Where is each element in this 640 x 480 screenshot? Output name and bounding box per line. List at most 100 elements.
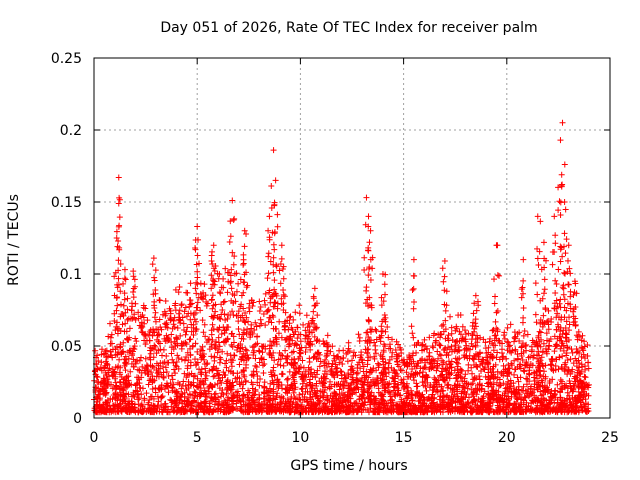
data-point bbox=[248, 379, 255, 386]
data-point bbox=[465, 400, 472, 407]
data-point bbox=[545, 317, 552, 324]
data-point bbox=[582, 374, 589, 381]
data-point bbox=[398, 367, 405, 374]
data-point bbox=[344, 358, 351, 365]
data-point bbox=[340, 378, 347, 385]
data-point bbox=[548, 365, 555, 372]
data-point bbox=[150, 395, 157, 402]
data-point bbox=[361, 372, 368, 379]
data-point bbox=[276, 318, 283, 325]
data-point bbox=[217, 377, 224, 384]
chart-title: Day 051 of 2026, Rate Of TEC Index for r… bbox=[160, 20, 537, 36]
data-point bbox=[163, 368, 170, 375]
data-point bbox=[454, 366, 461, 373]
data-point bbox=[116, 386, 123, 393]
data-point bbox=[141, 337, 148, 344]
data-point bbox=[364, 350, 371, 357]
data-point bbox=[111, 317, 118, 324]
data-point bbox=[184, 372, 191, 379]
data-point bbox=[405, 384, 412, 391]
data-point bbox=[219, 306, 226, 313]
data-point bbox=[212, 390, 219, 397]
data-point bbox=[212, 308, 219, 315]
data-point bbox=[409, 391, 416, 398]
data-point bbox=[430, 408, 437, 415]
data-point bbox=[464, 385, 471, 392]
data-point bbox=[119, 398, 126, 405]
data-point bbox=[385, 334, 392, 341]
data-point bbox=[340, 398, 347, 405]
data-point bbox=[229, 308, 236, 315]
data-point bbox=[257, 316, 264, 323]
data-point bbox=[528, 383, 535, 390]
data-point bbox=[447, 313, 454, 320]
data-point bbox=[299, 391, 306, 398]
data-point bbox=[420, 382, 427, 389]
data-point bbox=[215, 346, 222, 353]
data-point bbox=[195, 294, 202, 301]
data-point bbox=[172, 370, 179, 377]
data-point bbox=[544, 337, 551, 344]
data-point bbox=[107, 334, 114, 341]
data-point bbox=[313, 337, 320, 344]
data-point bbox=[171, 400, 178, 407]
data-point bbox=[387, 393, 394, 400]
data-point bbox=[249, 344, 256, 351]
data-point bbox=[117, 344, 124, 351]
data-point bbox=[136, 357, 143, 364]
data-point bbox=[566, 321, 573, 328]
data-point bbox=[582, 366, 589, 373]
data-point bbox=[461, 327, 468, 334]
data-point bbox=[181, 370, 188, 377]
data-point bbox=[209, 305, 216, 312]
data-point bbox=[339, 360, 346, 367]
data-point bbox=[483, 359, 490, 366]
data-point bbox=[133, 338, 140, 345]
data-point bbox=[187, 381, 194, 388]
data-point bbox=[517, 374, 524, 381]
data-point bbox=[136, 384, 143, 391]
data-point bbox=[357, 365, 364, 372]
data-point bbox=[235, 308, 242, 315]
data-point bbox=[203, 361, 210, 368]
data-point bbox=[174, 325, 181, 332]
data-point bbox=[233, 400, 240, 407]
data-point bbox=[523, 341, 530, 348]
data-point bbox=[224, 335, 231, 342]
data-point bbox=[259, 362, 266, 369]
data-point bbox=[423, 387, 430, 394]
data-point bbox=[211, 267, 218, 274]
data-point bbox=[417, 365, 424, 372]
data-point bbox=[282, 347, 289, 354]
data-point bbox=[284, 359, 291, 366]
data-point bbox=[514, 356, 521, 363]
data-point bbox=[132, 335, 139, 342]
data-point bbox=[397, 346, 404, 353]
data-point bbox=[410, 377, 417, 384]
data-point bbox=[528, 348, 535, 355]
data-point bbox=[443, 374, 450, 381]
data-point bbox=[216, 385, 223, 392]
data-point bbox=[385, 345, 392, 352]
data-point bbox=[256, 359, 263, 366]
data-point bbox=[136, 395, 143, 402]
data-point bbox=[421, 336, 428, 343]
data-point bbox=[292, 395, 299, 402]
data-point bbox=[102, 350, 109, 357]
data-point bbox=[540, 368, 547, 375]
data-point bbox=[385, 369, 392, 376]
data-point bbox=[153, 360, 160, 367]
data-point bbox=[365, 334, 372, 341]
data-point bbox=[452, 342, 459, 349]
data-point bbox=[429, 391, 436, 398]
data-point bbox=[551, 348, 558, 355]
data-point bbox=[271, 372, 278, 379]
data-point bbox=[191, 372, 198, 379]
data-point bbox=[206, 336, 213, 343]
data-point bbox=[394, 361, 401, 368]
data-point bbox=[177, 332, 184, 339]
data-point bbox=[235, 325, 242, 332]
data-point bbox=[497, 382, 504, 389]
data-point bbox=[585, 392, 592, 399]
data-point bbox=[186, 390, 193, 397]
